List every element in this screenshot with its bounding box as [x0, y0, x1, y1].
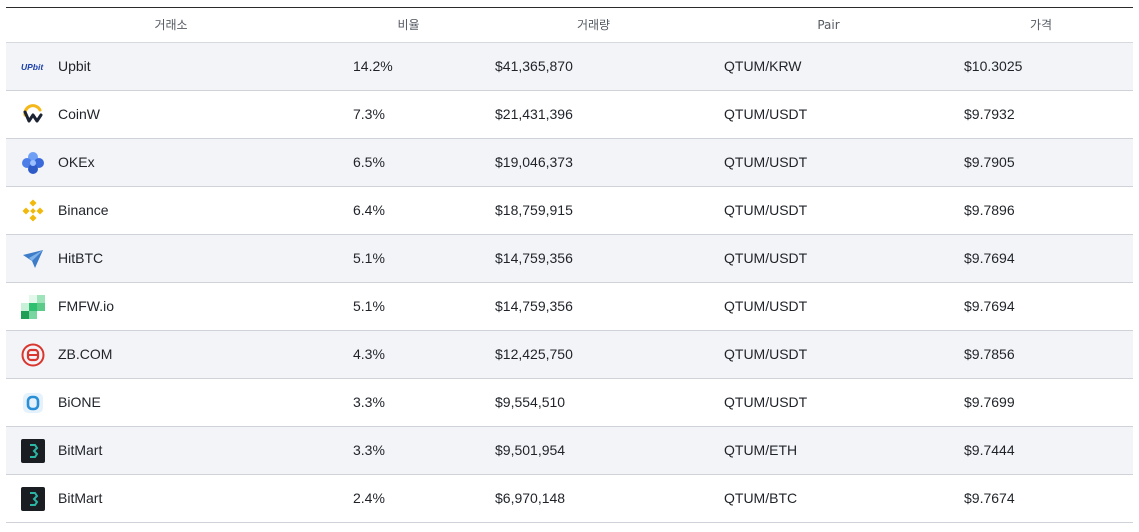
- bitmart-logo-icon: [21, 487, 45, 511]
- table-row[interactable]: HitBTC 5.1% $14,759,356 QTUM/USDT $9.7694: [6, 235, 1133, 283]
- table-body: UPbit Upbit 14.2% $41,365,870 QTUM/KRW $10.30…: [6, 43, 1133, 523]
- ratio-cell: 4.3%: [353, 346, 385, 362]
- pair-cell[interactable]: QTUM/USDT: [724, 346, 808, 362]
- bitmart-logo-icon: [21, 439, 45, 463]
- ratio-cell: 6.5%: [353, 154, 385, 170]
- pair-cell[interactable]: QTUM/USDT: [724, 250, 808, 266]
- table-row[interactable]: BitMart 3.3% $9,501,954 QTUM/ETH $9.7444: [6, 427, 1133, 475]
- price-cell: $9.7699: [964, 394, 1015, 410]
- hitbtc-logo-icon: [21, 247, 45, 271]
- binance-logo-icon: [21, 199, 45, 223]
- ratio-cell: 3.3%: [353, 442, 385, 458]
- price-cell: $9.7856: [964, 346, 1015, 362]
- header-exchange[interactable]: 거래소: [154, 18, 188, 32]
- pair-cell[interactable]: QTUM/USDT: [724, 394, 808, 410]
- ratio-cell: 14.2%: [353, 58, 393, 74]
- ratio-cell: 5.1%: [353, 250, 385, 266]
- coinw-logo-icon: [21, 103, 45, 127]
- exchange-name[interactable]: ZB.COM: [58, 346, 113, 362]
- ratio-cell: 2.4%: [353, 490, 385, 506]
- ratio-cell: 5.1%: [353, 298, 385, 314]
- exchange-name[interactable]: BitMart: [58, 490, 103, 506]
- volume-cell: $12,425,750: [495, 346, 573, 362]
- exchange-name[interactable]: CoinW: [58, 106, 101, 122]
- price-cell: $9.7896: [964, 202, 1015, 218]
- price-cell: $9.7694: [964, 250, 1015, 266]
- ratio-cell: 7.3%: [353, 106, 385, 122]
- pair-cell[interactable]: QTUM/BTC: [724, 490, 798, 506]
- price-cell: $9.7674: [964, 490, 1015, 506]
- volume-cell: $19,046,373: [495, 154, 573, 170]
- okex-logo-icon: [21, 151, 45, 175]
- price-cell: $10.3025: [964, 58, 1023, 74]
- price-cell: $9.7932: [964, 106, 1015, 122]
- volume-cell: $41,365,870: [495, 58, 573, 74]
- volume-cell: $9,501,954: [495, 442, 566, 458]
- table-row[interactable]: BitMart 2.4% $6,970,148 QTUM/BTC $9.7674: [6, 475, 1133, 523]
- exchange-name[interactable]: BitMart: [58, 442, 103, 458]
- header-volume[interactable]: 거래량: [576, 18, 611, 32]
- zbcom-logo-icon: [21, 343, 45, 367]
- price-cell: $9.7905: [964, 154, 1015, 170]
- volume-cell: $14,759,356: [495, 298, 573, 314]
- price-cell: $9.7444: [964, 442, 1015, 458]
- pair-cell[interactable]: QTUM/USDT: [724, 154, 808, 170]
- bione-logo-icon: [21, 391, 45, 415]
- exchange-name[interactable]: OKEx: [58, 154, 95, 170]
- table-row[interactable]: UPbit Upbit 14.2% $41,365,870 QTUM/KRW $10.30…: [6, 43, 1133, 91]
- upbit-logo-icon: UPbit: [21, 55, 45, 79]
- price-cell: $9.7694: [964, 298, 1015, 314]
- ratio-cell: 6.4%: [353, 202, 385, 218]
- upbit-logo-text: UPbit: [21, 62, 44, 72]
- table-row[interactable]: ZB.COM 4.3% $12,425,750 QTUM/USDT $9.7856: [6, 331, 1133, 379]
- exchange-name[interactable]: FMFW.io: [58, 298, 114, 314]
- fmfw-logo-icon: [21, 295, 45, 319]
- volume-cell: $6,970,148: [495, 490, 566, 506]
- table-row[interactable]: BiONE 3.3% $9,554,510 QTUM/USDT $9.7699: [6, 379, 1133, 427]
- pair-cell[interactable]: QTUM/ETH: [724, 442, 798, 458]
- pair-cell[interactable]: QTUM/USDT: [724, 106, 808, 122]
- exchange-name[interactable]: BiONE: [58, 394, 101, 410]
- pair-cell[interactable]: QTUM/KRW: [724, 58, 802, 74]
- table-row[interactable]: Binance 6.4% $18,759,915 QTUM/USDT $9.7896: [6, 187, 1133, 235]
- exchange-name[interactable]: Binance: [58, 202, 109, 218]
- table-header: 거래소 비율 거래량 Pair 가격: [6, 8, 1133, 43]
- pair-cell[interactable]: QTUM/USDT: [724, 202, 808, 218]
- volume-cell: $9,554,510: [495, 394, 566, 410]
- exchange-table: 거래소 비율 거래량 Pair 가격 UPbit Upbit 14.2% $41,36…: [6, 7, 1133, 523]
- pair-cell[interactable]: QTUM/USDT: [724, 298, 808, 314]
- volume-cell: $21,431,396: [495, 106, 573, 122]
- exchange-name[interactable]: Upbit: [58, 58, 91, 74]
- volume-cell: $14,759,356: [495, 250, 573, 266]
- ratio-cell: 3.3%: [353, 394, 385, 410]
- table-row[interactable]: OKEx 6.5% $19,046,373 QTUM/USDT $9.7905: [6, 139, 1133, 187]
- header-pair[interactable]: Pair: [817, 18, 840, 32]
- header-ratio[interactable]: 비율: [397, 18, 420, 32]
- table-row[interactable]: CoinW 7.3% $21,431,396 QTUM/USDT $9.7932: [6, 91, 1133, 139]
- volume-cell: $18,759,915: [495, 202, 573, 218]
- table-row[interactable]: FMFW.io 5.1% $14,759,356 QTUM/USDT $9.7694: [6, 283, 1133, 331]
- exchange-name[interactable]: HitBTC: [58, 250, 104, 266]
- header-price[interactable]: 가격: [1029, 18, 1053, 32]
